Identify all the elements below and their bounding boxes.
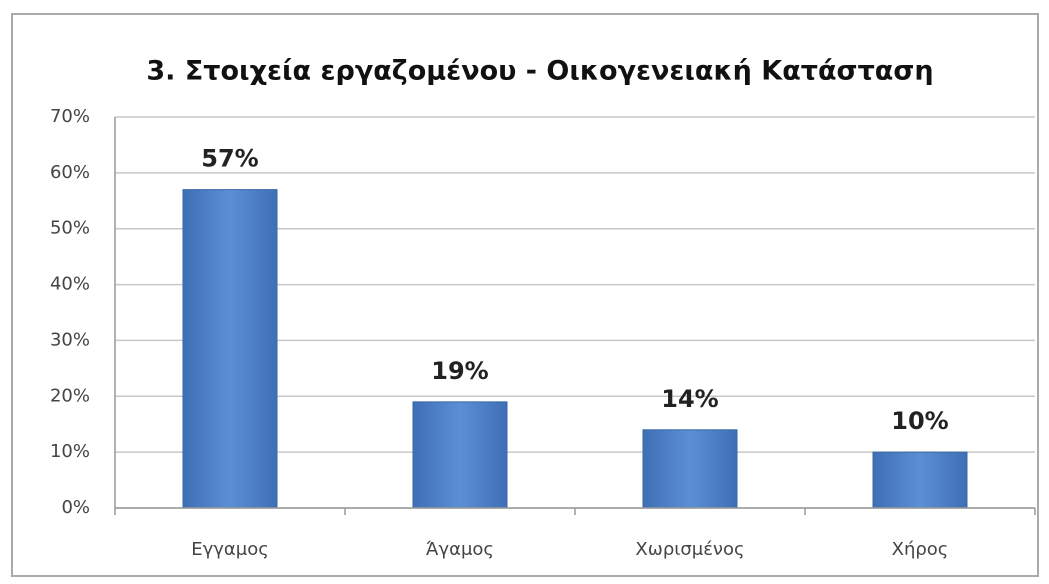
x-tick-label: Χωρισμένος — [635, 539, 744, 560]
bar — [642, 429, 738, 509]
x-tick-label: Εγγαμος — [191, 539, 269, 560]
y-tick-label: 70% — [50, 106, 90, 127]
data-label: 14% — [661, 385, 718, 413]
data-label: 19% — [431, 357, 488, 385]
y-tick-label: 50% — [50, 218, 90, 239]
bar — [872, 451, 968, 509]
y-tick-label: 60% — [50, 162, 90, 183]
y-tick-label: 20% — [50, 385, 90, 406]
x-tick-label: Άγαμος — [426, 539, 494, 560]
bar — [412, 401, 508, 509]
chart-title: 3. Στοιχεία εργαζομένου - Οικογενειακή Κ… — [146, 56, 933, 87]
data-label: 57% — [201, 145, 258, 173]
data-label: 10% — [891, 407, 948, 435]
y-tick-label: 30% — [50, 329, 90, 350]
x-tick-label: Χήρος — [892, 539, 949, 560]
y-tick-label: 40% — [50, 274, 90, 295]
bar — [182, 189, 278, 509]
y-tick-label: 0% — [61, 497, 90, 518]
y-tick-label: 10% — [50, 441, 90, 462]
